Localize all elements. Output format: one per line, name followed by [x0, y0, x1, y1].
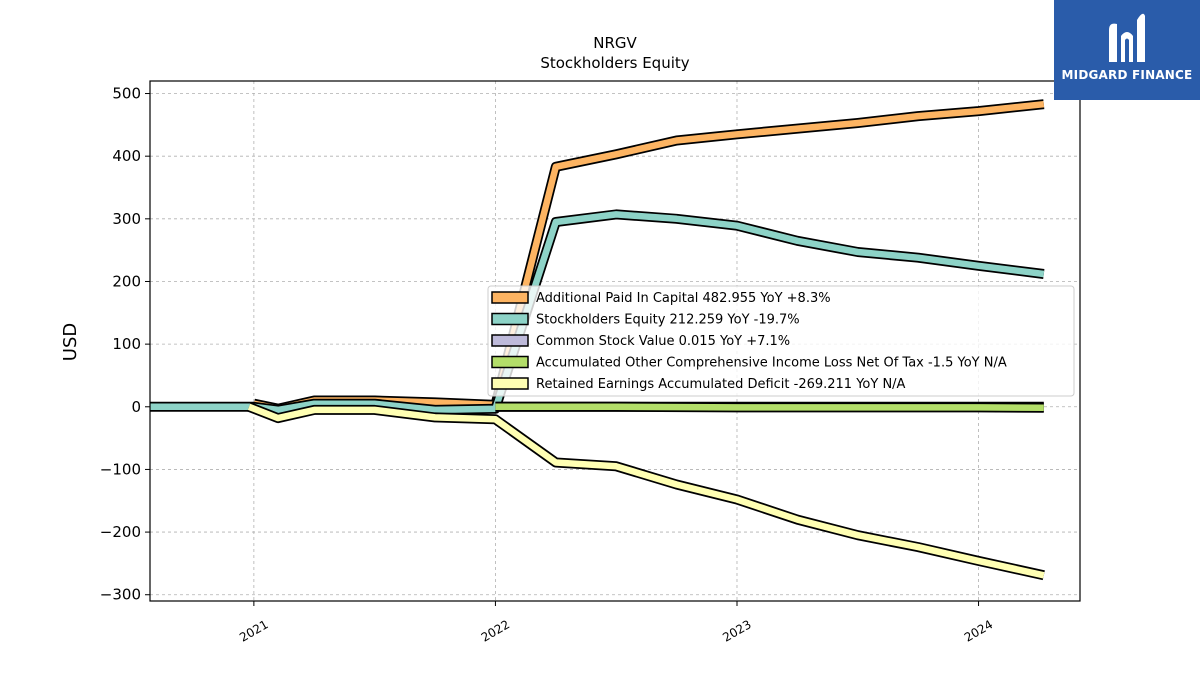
- series-line-4: [247, 402, 1045, 581]
- y-axis-label: USD: [60, 323, 81, 361]
- x-tick-label: 2022: [479, 617, 512, 644]
- legend-label: Accumulated Other Comprehensive Income L…: [536, 356, 1007, 371]
- series-line-3: [495, 401, 1044, 413]
- x-tick-label: 2024: [962, 617, 995, 644]
- x-axis: 2021 2022 2023 2024: [237, 601, 995, 645]
- legend-label: Stockholders Equity 212.259 YoY -19.7%: [536, 313, 800, 328]
- legend-swatch: [491, 291, 529, 304]
- legend-label: Retained Earnings Accumulated Deficit -2…: [536, 377, 906, 392]
- series-stroke: [150, 211, 1045, 414]
- chart-subtitle: Stockholders Equity: [540, 54, 689, 72]
- y-tick-label: −300: [100, 586, 141, 604]
- y-tick-label: 0: [131, 398, 141, 416]
- y-tick-label: −200: [100, 523, 141, 541]
- series-stroke: [247, 403, 1045, 579]
- y-tick-label: 200: [112, 272, 141, 290]
- y-tick-label: 400: [112, 147, 141, 165]
- legend-swatch: [491, 377, 529, 390]
- legend-item: Stockholders Equity 212.259 YoY -19.7%: [491, 312, 800, 328]
- legend: Additional Paid In Capital 482.955 YoY +…: [487, 285, 1075, 397]
- y-tick-label: 100: [112, 335, 141, 353]
- legend-swatch: [491, 312, 529, 326]
- plot-frame: [149, 80, 1081, 602]
- brand-logo-text: MIDGARD FINANCE: [1061, 68, 1193, 82]
- y-axis: −300 −200 −100 0 100 200 300 400 500: [100, 85, 150, 604]
- series-line-1: [150, 209, 1045, 415]
- legend-label: Common Stock Value 0.015 YoY +7.1%: [536, 334, 790, 349]
- x-tick-label: 2023: [720, 617, 753, 644]
- legend-item: Retained Earnings Accumulated Deficit -2…: [491, 377, 906, 392]
- legend-box: [487, 285, 1075, 397]
- y-tick-label: 500: [112, 85, 141, 103]
- x-tick-label: 2021: [237, 617, 270, 644]
- legend-swatch: [491, 334, 529, 347]
- series-stroke: [495, 403, 1044, 411]
- legend-swatch: [491, 355, 529, 369]
- midgard-logo-icon: [1109, 13, 1145, 63]
- series-layer: [150, 99, 1045, 581]
- y-tick-label: 300: [112, 210, 141, 228]
- y-tick-label: −100: [100, 460, 141, 478]
- legend-item: Accumulated Other Comprehensive Income L…: [491, 355, 1007, 371]
- legend-label: Additional Paid In Capital 482.955 YoY +…: [536, 291, 831, 306]
- legend-item: Common Stock Value 0.015 YoY +7.1%: [491, 334, 790, 349]
- brand-logo: MIDGARD FINANCE: [1054, 0, 1200, 100]
- legend-item: Additional Paid In Capital 482.955 YoY +…: [491, 291, 831, 306]
- chart-title: NRGV: [593, 34, 637, 52]
